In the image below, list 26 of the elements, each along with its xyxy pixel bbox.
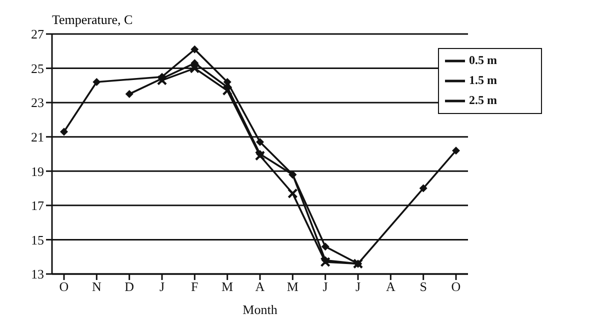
- legend-label: 2.5 m: [469, 92, 497, 107]
- y-tick-label: 19: [31, 164, 44, 179]
- x-tick-label: J: [159, 279, 165, 294]
- y-tick-label: 25: [31, 60, 44, 76]
- y-tick-label: 21: [31, 129, 44, 144]
- y-tick-label: 17: [31, 198, 44, 214]
- y-tick-label: 23: [31, 95, 44, 110]
- legend-label: 1.5 m: [469, 72, 497, 87]
- x-tick-label: A: [255, 279, 266, 294]
- legend-label: 0.5 m: [469, 52, 497, 67]
- y-tick-label: 15: [31, 232, 44, 248]
- x-tick-label: O: [451, 279, 461, 294]
- x-tick-label: S: [420, 279, 427, 294]
- y-tick-label: 27: [31, 26, 44, 42]
- x-tick-label: A: [386, 279, 396, 294]
- x-tick-label: F: [191, 279, 198, 294]
- x-tick-label: N: [92, 279, 102, 294]
- x-tick-label: M: [222, 279, 234, 294]
- x-tick-label: D: [124, 279, 134, 294]
- x-axis-title: Month: [242, 302, 278, 317]
- x-tick-label: M: [286, 279, 299, 294]
- y-axis-title: Temperature, C: [52, 12, 133, 28]
- y-tick-label: 13: [31, 266, 44, 282]
- x-tick-label: J: [322, 279, 328, 294]
- x-tick-label: O: [59, 279, 69, 294]
- x-tick-label: J: [355, 279, 361, 294]
